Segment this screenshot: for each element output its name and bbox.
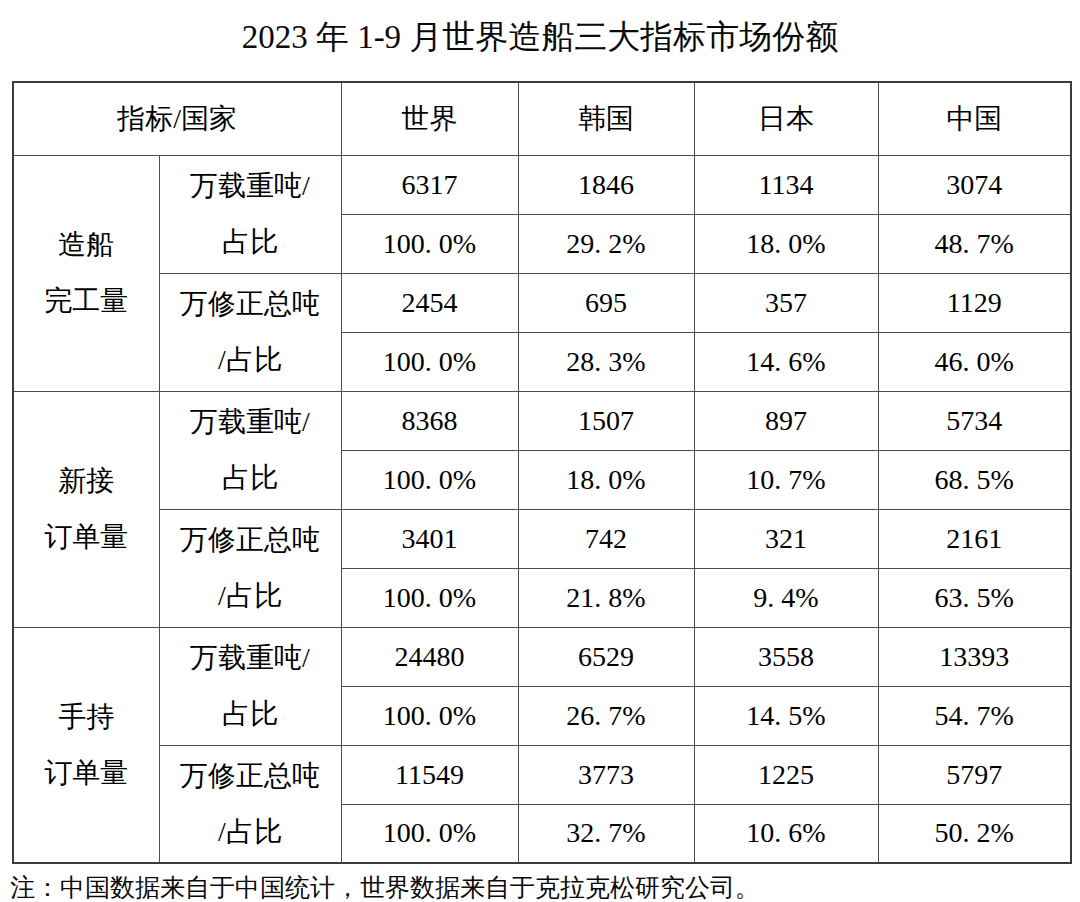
share-cell: 26. 7% bbox=[518, 686, 694, 745]
metric-label-dwt: 万载重吨/ 占比 bbox=[159, 627, 341, 745]
share-cell: 50. 2% bbox=[878, 804, 1071, 863]
value-cell: 321 bbox=[694, 509, 878, 568]
page-title: 2023 年 1-9 月世界造船三大指标市场份额 bbox=[0, 0, 1080, 60]
value-cell: 357 bbox=[694, 273, 878, 332]
value-cell: 1129 bbox=[878, 273, 1071, 332]
share-cell: 28. 3% bbox=[518, 332, 694, 391]
share-cell: 21. 8% bbox=[518, 568, 694, 627]
table-header-row: 指标/国家 世界 韩国 日本 中国 bbox=[13, 82, 1071, 155]
metric-label-cgt: 万修正总吨 /占比 bbox=[159, 509, 341, 627]
share-cell: 14. 5% bbox=[694, 686, 878, 745]
value-cell: 6529 bbox=[518, 627, 694, 686]
share-cell: 18. 0% bbox=[694, 214, 878, 273]
value-cell: 3558 bbox=[694, 627, 878, 686]
metric-label-dwt: 万载重吨/ 占比 bbox=[159, 391, 341, 509]
value-cell: 3074 bbox=[878, 155, 1071, 214]
share-cell: 100. 0% bbox=[341, 568, 518, 627]
column-header-world: 世界 bbox=[341, 82, 518, 155]
table-row: 万修正总吨 /占比 3401 742 321 2161 bbox=[13, 509, 1071, 568]
value-cell: 5797 bbox=[878, 745, 1071, 804]
share-cell: 10. 7% bbox=[694, 450, 878, 509]
share-cell: 100. 0% bbox=[341, 686, 518, 745]
document-page: 2023 年 1-9 月世界造船三大指标市场份额 指标/国家 世界 韩国 日本 … bbox=[0, 0, 1080, 902]
group-label-order-book: 手持 订单量 bbox=[13, 627, 159, 863]
value-cell: 8368 bbox=[341, 391, 518, 450]
share-cell: 32. 7% bbox=[518, 804, 694, 863]
value-cell: 3401 bbox=[341, 509, 518, 568]
share-cell: 100. 0% bbox=[341, 450, 518, 509]
share-cell: 9. 4% bbox=[694, 568, 878, 627]
shipbuilding-indicators-table: 指标/国家 世界 韩国 日本 中国 造船 完工量 万载重吨/ 占比 6317 1… bbox=[12, 81, 1072, 864]
value-cell: 3773 bbox=[518, 745, 694, 804]
share-cell: 29. 2% bbox=[518, 214, 694, 273]
share-cell: 68. 5% bbox=[878, 450, 1071, 509]
share-cell: 63. 5% bbox=[878, 568, 1071, 627]
corner-header-cell: 指标/国家 bbox=[13, 82, 341, 155]
share-cell: 18. 0% bbox=[518, 450, 694, 509]
value-cell: 695 bbox=[518, 273, 694, 332]
value-cell: 1225 bbox=[694, 745, 878, 804]
table-row: 万修正总吨 /占比 2454 695 357 1129 bbox=[13, 273, 1071, 332]
share-cell: 10. 6% bbox=[694, 804, 878, 863]
share-cell: 100. 0% bbox=[341, 804, 518, 863]
value-cell: 2454 bbox=[341, 273, 518, 332]
column-header-korea: 韩国 bbox=[518, 82, 694, 155]
share-cell: 46. 0% bbox=[878, 332, 1071, 391]
value-cell: 1134 bbox=[694, 155, 878, 214]
share-cell: 14. 6% bbox=[694, 332, 878, 391]
value-cell: 13393 bbox=[878, 627, 1071, 686]
table-row: 手持 订单量 万载重吨/ 占比 24480 6529 3558 13393 bbox=[13, 627, 1071, 686]
value-cell: 6317 bbox=[341, 155, 518, 214]
value-cell: 1846 bbox=[518, 155, 694, 214]
column-header-japan: 日本 bbox=[694, 82, 878, 155]
value-cell: 897 bbox=[694, 391, 878, 450]
share-cell: 100. 0% bbox=[341, 332, 518, 391]
table-row: 造船 完工量 万载重吨/ 占比 6317 1846 1134 3074 bbox=[13, 155, 1071, 214]
value-cell: 5734 bbox=[878, 391, 1071, 450]
metric-label-dwt: 万载重吨/ 占比 bbox=[159, 155, 341, 273]
share-cell: 48. 7% bbox=[878, 214, 1071, 273]
value-cell: 1507 bbox=[518, 391, 694, 450]
value-cell: 11549 bbox=[341, 745, 518, 804]
column-header-china: 中国 bbox=[878, 82, 1071, 155]
group-label-completions: 造船 完工量 bbox=[13, 155, 159, 391]
share-cell: 54. 7% bbox=[878, 686, 1071, 745]
share-cell: 100. 0% bbox=[341, 214, 518, 273]
value-cell: 2161 bbox=[878, 509, 1071, 568]
group-label-new-orders: 新接 订单量 bbox=[13, 391, 159, 627]
value-cell: 24480 bbox=[341, 627, 518, 686]
metric-label-cgt: 万修正总吨 /占比 bbox=[159, 273, 341, 391]
value-cell: 742 bbox=[518, 509, 694, 568]
source-note: 注：中国数据来自于中国统计，世界数据来自于克拉克松研究公司。 bbox=[10, 871, 1080, 902]
table-row: 新接 订单量 万载重吨/ 占比 8368 1507 897 5734 bbox=[13, 391, 1071, 450]
table-row: 万修正总吨 /占比 11549 3773 1225 5797 bbox=[13, 745, 1071, 804]
metric-label-cgt: 万修正总吨 /占比 bbox=[159, 745, 341, 863]
